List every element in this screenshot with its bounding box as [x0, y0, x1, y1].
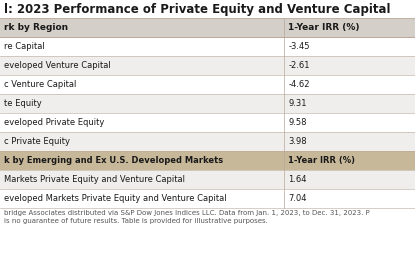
Bar: [0, 75, 415, 94]
Text: te Equity: te Equity: [4, 99, 42, 108]
Text: 9.58: 9.58: [288, 118, 307, 127]
Text: c Venture Capital: c Venture Capital: [4, 80, 76, 89]
Text: 1-Year IRR (%): 1-Year IRR (%): [288, 156, 355, 165]
Bar: [0, 132, 415, 151]
Text: is no guarantee of future results. Table is provided for illustrative purposes.: is no guarantee of future results. Table…: [4, 218, 268, 224]
Text: k by Emerging and Ex U.S. Developed Markets: k by Emerging and Ex U.S. Developed Mark…: [4, 156, 223, 165]
Text: l: 2023 Performance of Private Equity and Venture Capital: l: 2023 Performance of Private Equity an…: [4, 3, 391, 16]
Text: eveloped Markets Private Equity and Venture Capital: eveloped Markets Private Equity and Vent…: [4, 194, 227, 203]
Text: c Private Equity: c Private Equity: [4, 137, 70, 146]
Text: 9.31: 9.31: [288, 99, 307, 108]
Text: -4.62: -4.62: [288, 80, 310, 89]
Text: -3.45: -3.45: [288, 42, 310, 51]
Bar: [0, 37, 415, 56]
Bar: [0, 94, 415, 113]
Bar: [0, 113, 415, 132]
Bar: [0, 56, 415, 75]
Text: Markets Private Equity and Venture Capital: Markets Private Equity and Venture Capit…: [4, 175, 185, 184]
Bar: [0, 189, 415, 208]
Bar: [0, 170, 415, 189]
Text: 1.64: 1.64: [288, 175, 307, 184]
Text: 1-Year IRR (%): 1-Year IRR (%): [288, 23, 360, 32]
Text: 7.04: 7.04: [288, 194, 307, 203]
Text: bridge Associates distributed via S&P Dow Jones Indices LLC. Data from Jan. 1, 2: bridge Associates distributed via S&P Do…: [4, 210, 370, 216]
Text: eveloped Venture Capital: eveloped Venture Capital: [4, 61, 111, 70]
Text: re Capital: re Capital: [4, 42, 45, 51]
Bar: [0, 18, 415, 37]
Text: eveloped Private Equity: eveloped Private Equity: [4, 118, 105, 127]
Bar: [0, 0, 415, 18]
Bar: [0, 151, 415, 170]
Text: -2.61: -2.61: [288, 61, 310, 70]
Text: 3.98: 3.98: [288, 137, 307, 146]
Text: rk by Region: rk by Region: [4, 23, 68, 32]
